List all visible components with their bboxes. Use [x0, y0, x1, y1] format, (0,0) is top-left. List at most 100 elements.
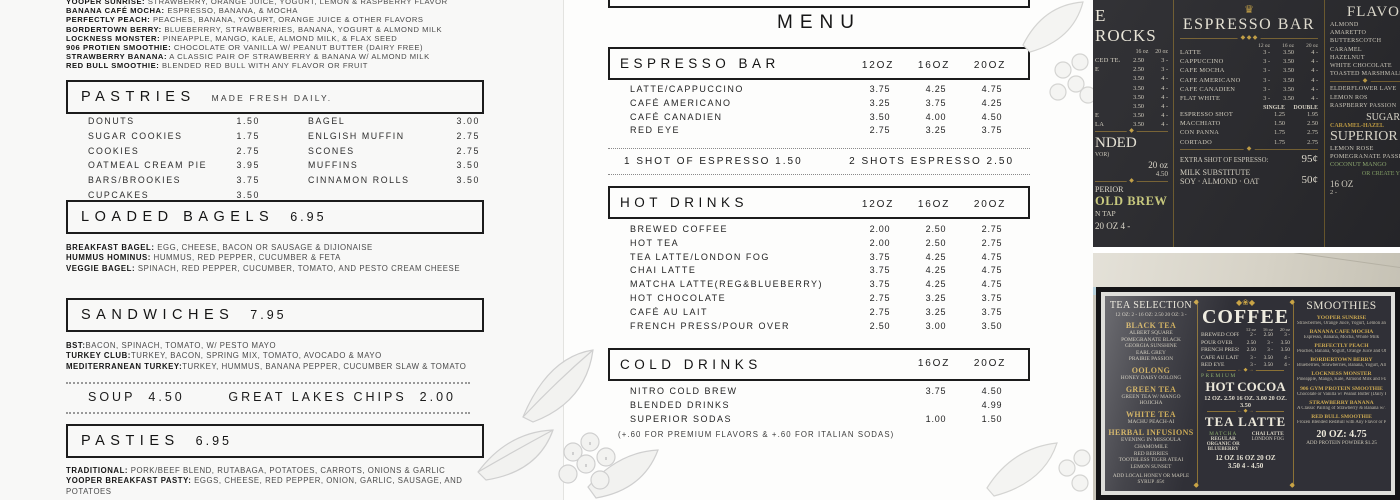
size-column-label: 12OZ: [861, 199, 895, 210]
smoothie-board-item: 906 GYM PROTEIN SMOOTHIE Chocolate or Va…: [1297, 385, 1386, 397]
tea-section-header: BLACK TEA: [1125, 321, 1177, 330]
size-column-label: 16OZ: [917, 358, 951, 369]
espresso-column: ♛ ESPRESSO BAR ◆ ◆ ◆ 12 oz 16 oz 20 oz LAT…: [1174, 0, 1324, 247]
rocks-heading: E ROCKS: [1095, 6, 1157, 45]
tea-section-items: EVENING IN MISSOULA CHAMOMILE RED BERRIES T…: [1107, 437, 1195, 470]
board-frame: TEA SELECTION 12 OZ: 2 - 16 OZ: 2.50 20 …: [1096, 287, 1400, 500]
tea-item: TOOTHLESS TIGER ATEAI: [1118, 457, 1184, 464]
sodas-note: (+.60 FOR PREMIUM FLAVORS & +.60 FOR ITA…: [618, 430, 895, 439]
rocks-row: 3.50 4 -: [1133, 84, 1168, 92]
coffee-row: FRENCH PRESS 2.50 3 -3.50: [1201, 347, 1290, 354]
espresso-row: CAFE CANADIEN 3 -3.50 4 -: [1180, 85, 1318, 93]
espresso-size-columns: 12OZ 16OZ 20OZ: [850, 60, 1018, 71]
sandwiches-header: SANDWICHES 7.95: [66, 298, 484, 332]
drink-row: HOT CHOCOLATE 2.75 3.25 3.75: [630, 292, 1003, 303]
flavor-item: WHITE CHOCOLATE: [1330, 63, 1392, 70]
floral-item: RASPBERRY PASSION: [1330, 102, 1397, 109]
hot-drinks-title: HOT DRINKS: [620, 195, 749, 210]
flavor-item: TOASTED MARSHMALLOW: [1330, 71, 1400, 78]
flavors-column: FLAVO ALMOND AMARETTO BUTTERSCOTCH CARAMEL H…: [1326, 0, 1400, 247]
drink-row: BLENDED DRINKS 4.99: [630, 399, 1003, 410]
tea-section-items: HONEY DAISY OOLONG: [1107, 375, 1195, 382]
board-divider: [1194, 298, 1199, 489]
espresso-bar-board-title: ESPRESSO BAR: [1182, 16, 1316, 33]
sandwich-line: TURKEY CLUB:TURKEY, BACON, SPRING MIX, T…: [66, 351, 382, 361]
tea-latte-sizes: 12 OZ 16 OZ 20 OZ: [1215, 454, 1276, 463]
tea-section: BLACK TEA ALBERT SQUARE POMEGRANATE BLACK…: [1107, 321, 1195, 363]
tea-latte-options: MATCHA REGULAR ORGANIC OR BLUEBERRY CHAI…: [1206, 431, 1284, 453]
dotted-divider: [66, 412, 470, 414]
gold-divider: ◆: [1330, 77, 1400, 85]
tea-section-items: MACHU PEACH-AI: [1107, 419, 1195, 426]
pasty-line: TRADITIONAL: PORK/BEEF BLEND, RUTABAGA, …: [66, 466, 446, 475]
tea-section-header: WHITE TEA: [1126, 409, 1176, 419]
pastries-header: PASTRIES MADE FRESH DAILY.: [66, 80, 484, 114]
blended-size: 20 oz: [1148, 160, 1168, 171]
superior-heading: SUPERIOR: [1330, 129, 1398, 145]
sandwiches-title: SANDWICHES: [81, 307, 235, 323]
superior-item: LEMON ROSE: [1330, 145, 1374, 153]
coffee-row: POUR OVER 2.50 3 -3.50: [1201, 339, 1290, 346]
size-column-label: 16OZ: [917, 199, 951, 210]
extra-shot-row: EXTRA SHOT OF ESPRESSO: 95¢: [1180, 152, 1318, 165]
superior-price: 2 -: [1330, 189, 1338, 197]
menu-page-food: YOOPER SUNRISE: STRAWBERRY, ORANGE JUICE…: [0, 0, 563, 500]
flavor-item: CARAMEL: [1330, 46, 1362, 53]
drink-row: CAFÉ AU LAIT 2.75 3.25 3.75: [630, 306, 1003, 317]
shot-row: ESPRESSO SHOT 1.25 1.95: [1180, 110, 1318, 118]
smoothie-line: RED BULL SMOOTHIE: BLENDED RED BULL WITH…: [66, 61, 368, 71]
tea-section: WHITE TEA MACHU PEACH-AI: [1107, 410, 1195, 426]
cold-size-columns: 16OZ 20OZ: [850, 358, 1018, 369]
create-your-own: OR CREATE Y: [1361, 171, 1400, 178]
floral-item: LEMON ROS: [1330, 94, 1368, 101]
pastries-tagline: MADE FRESH DAILY.: [211, 93, 333, 103]
size-column-label: 12OZ: [861, 60, 895, 71]
pastry-row: MUFFINS 3.50: [308, 160, 480, 171]
gold-divider: ← ◆ →: [1207, 407, 1284, 414]
pastries-price-table: DONUTS 1.50 SUGAR COOKIES 1.75 COOKIES 2.75 OA…: [88, 116, 480, 205]
smoothie-line: BORDERTOWN BERRY: BLUEBERRRY, STRAWBERRI…: [66, 24, 443, 34]
drink-row: FRENCH PRESS/POUR OVER 2.50 3.00 3.50: [630, 320, 1003, 331]
pastry-row: OATMEAL CREAM PIE 3.95: [88, 160, 260, 171]
pasties-header: PASTIES 6.95: [66, 424, 484, 458]
flavor-item: BUTTERSCOTCH: [1330, 38, 1382, 45]
hot-drinks-header: HOT DRINKS 12OZ 16OZ 20OZ: [608, 186, 1030, 219]
tea-item: GREEN TEA W/ MANGO: [1121, 393, 1181, 400]
floral-flavors-list: ELDERFLOWER LAVE LEMON ROS RASPBERRY PASSI…: [1330, 85, 1400, 110]
smoothies-title: SMOOTHIES: [1306, 300, 1377, 312]
pastries-title: PASTRIES: [81, 89, 196, 105]
bagel-line: HUMMUS HOMINUS: HUMMUS, RED PEPPER, CUCU…: [66, 253, 341, 263]
tea-sections: BLACK TEA ALBERT SQUARE POMEGRANATE BLACK…: [1107, 321, 1195, 470]
tea-item: POMEGRANATE BLACK: [1121, 336, 1181, 343]
coffee-title: COFFEE: [1201, 306, 1290, 328]
tea-sizes: 12 OZ: 2 - 16 OZ: 2.50 20 OZ: 3 -: [1115, 312, 1187, 318]
coffee-size-header: 12 oz 16 oz 20 oz: [1245, 327, 1290, 332]
gold-divider: ← ◆ →: [1207, 366, 1284, 373]
flavor-item: ALMOND: [1330, 22, 1359, 28]
rocks-row: E 2.50 3 -: [1095, 66, 1168, 74]
drink-row: LATTE/CAPPUCCINO 3.75 4.25 4.75: [630, 84, 1003, 94]
drink-row: CAFÉ CANADIEN 3.50 4.00 4.50: [630, 111, 1003, 122]
smoothie-board-item: PERFECTLY PEACH Peaches, Banana, Yogurt,…: [1297, 342, 1386, 354]
tea-item: HONEY DAISY OOLONG: [1120, 374, 1182, 381]
tea-section: HERBAL INFUSIONS EVENING IN MISSOULA CHAM…: [1107, 428, 1195, 470]
shot-row: CORTADO 1.75 2.75: [1180, 138, 1318, 146]
pastry-row: BARS/BROOKIES 3.75: [88, 175, 260, 186]
tea-item: HOJICHA: [1139, 400, 1163, 407]
tea-column: TEA SELECTION 12 OZ: 2 - 16 OZ: 2.50 20 …: [1107, 300, 1195, 485]
tea-section-header: HERBAL INFUSIONS: [1108, 428, 1194, 438]
chips-label: GREAT LAKES CHIPS 2.00: [228, 390, 456, 404]
honey-note: ADD LOCAL HONEY OR MAPLE SYRUP .65¢: [1112, 473, 1190, 486]
board-inner-frame: TEA SELECTION 12 OZ: 2 - 16 OZ: 2.50 20 …: [1101, 292, 1395, 495]
soup-chips-row: SOUP 4.50 GREAT LAKES CHIPS 2.00: [88, 390, 456, 404]
smoothies-column: SMOOTHIES YOOPER SUNRISE Strawberries, O…: [1297, 300, 1386, 446]
pastries-col1: DONUTS 1.50 SUGAR COOKIES 1.75 COOKIES 2.75 OA…: [88, 116, 260, 205]
blended-sub: VOR): [1095, 152, 1110, 159]
smoothie-line: 906 PROTIEN SMOOTHIE: CHOCOLATE OR VANIL…: [66, 43, 424, 53]
drink-row: NITRO COLD BREW 3.75 4.50: [630, 386, 1003, 396]
hot-size-columns: 12OZ 16OZ 20OZ: [850, 199, 1018, 210]
gold-divider: ◆: [1180, 144, 1318, 152]
two-shots-label: 2 SHOTS ESPRESSO 2.50: [849, 156, 1014, 167]
